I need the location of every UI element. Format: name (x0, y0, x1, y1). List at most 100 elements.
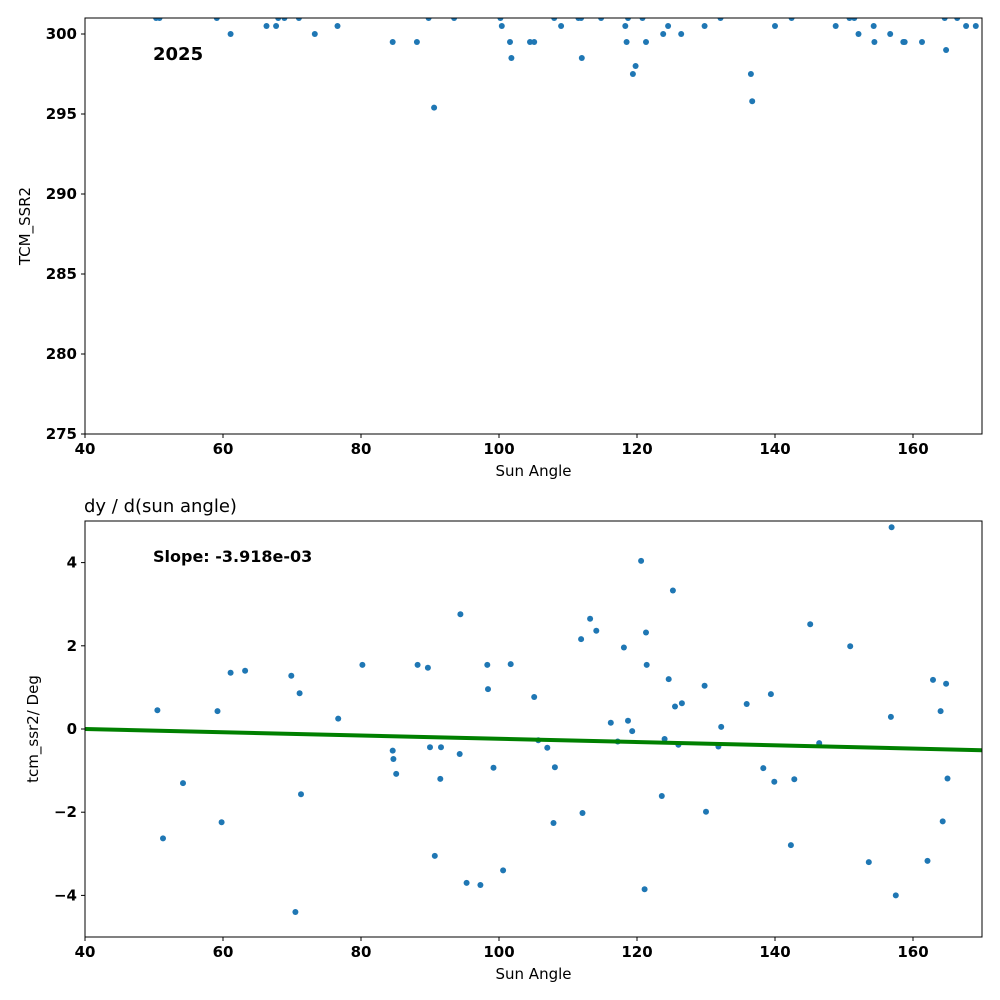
y-tick-label: 2 (67, 637, 77, 655)
data-point (593, 627, 600, 634)
data-point (463, 879, 470, 886)
data-point (389, 747, 396, 754)
data-point (156, 18, 163, 21)
fit-line (85, 727, 982, 753)
data-point (431, 852, 438, 859)
x-tick-label: 100 (483, 440, 514, 458)
data-point (180, 780, 186, 787)
x-tick-label: 60 (213, 440, 234, 458)
y-tick-label: 290 (46, 185, 77, 203)
data-point (658, 793, 665, 799)
plot-frame (84, 17, 983, 435)
x-tick-label: 160 (897, 440, 928, 458)
data-point (870, 23, 877, 29)
data-point (551, 764, 558, 771)
data-point (551, 18, 558, 21)
data-point (701, 682, 708, 689)
data-point (791, 776, 798, 783)
scatter-panel-top: 40 60 80 100 120 140 160 275 280 285 290 295 300 Su… (16, 17, 983, 480)
data-point (527, 39, 533, 45)
data-point (295, 18, 302, 21)
data-point (508, 55, 515, 61)
data-point (625, 18, 631, 21)
data-point (669, 587, 676, 594)
y-tick-label: 4 (67, 554, 77, 572)
data-point (579, 810, 586, 816)
data-point (701, 23, 708, 29)
data-point (425, 18, 432, 21)
x-axis-ticks: 40 60 80 100 120 140 160 (75, 434, 929, 458)
data-point (296, 690, 303, 697)
data-point (643, 629, 649, 636)
x-tick-label: 100 (483, 943, 514, 961)
data-point (288, 672, 295, 679)
data-point (558, 23, 565, 29)
data-point (578, 55, 585, 61)
data-point (639, 18, 646, 21)
data-point (497, 18, 504, 21)
data-point (847, 643, 854, 650)
data-point (629, 71, 636, 77)
x-tick-label: 160 (897, 943, 928, 961)
y-axis-ticks: −4 −2 0 2 4 (54, 554, 85, 904)
x-tick-label: 80 (351, 440, 372, 458)
y-tick-label: −4 (54, 886, 77, 904)
data-point (887, 31, 894, 37)
y-axis-label: TCM_SSR2 (16, 187, 35, 266)
x-tick-label: 80 (351, 943, 372, 961)
x-tick-label: 60 (213, 943, 234, 961)
data-point (972, 23, 979, 29)
data-point (413, 39, 420, 45)
scatter-panel-bottom: dy / d(sun angle) 40 60 80 100 120 140 160 −4−… (24, 496, 983, 983)
data-point (335, 715, 342, 722)
data-point (263, 23, 270, 29)
y-tick-label: 275 (46, 425, 77, 443)
data-point (930, 676, 936, 683)
data-point (632, 63, 639, 69)
data-point (457, 611, 464, 618)
x-tick-label: 140 (759, 943, 790, 961)
data-point (665, 23, 672, 29)
data-point (507, 661, 514, 668)
data-point (787, 842, 794, 849)
data-point (807, 621, 814, 628)
data-point (643, 39, 649, 45)
data-point (424, 664, 431, 671)
data-point (760, 765, 767, 772)
data-point (414, 661, 421, 668)
data-point (941, 18, 948, 21)
data-point (788, 18, 795, 21)
data-point (214, 708, 221, 715)
x-tick-label: 40 (75, 440, 96, 458)
y-axis-label: tcm_ssr2/ Deg (24, 675, 43, 783)
x-tick-label: 140 (759, 440, 790, 458)
data-point (578, 18, 585, 21)
data-point (623, 39, 630, 45)
data-point (334, 23, 341, 29)
data-point (311, 31, 318, 37)
data-point (661, 736, 668, 742)
data-point (390, 756, 397, 762)
data-point (703, 808, 709, 815)
data-point (672, 703, 678, 710)
y-tick-label: 295 (46, 105, 77, 123)
data-point (298, 791, 304, 798)
data-point (638, 557, 645, 564)
data-point (213, 18, 220, 21)
data-point (924, 857, 931, 864)
data-point (855, 31, 862, 37)
data-point (431, 104, 438, 111)
data-point (717, 18, 724, 21)
data-point (242, 667, 249, 674)
data-point (393, 770, 400, 777)
data-point (771, 778, 778, 785)
data-point (943, 680, 950, 687)
data-point (607, 719, 614, 726)
data-point (625, 717, 631, 724)
data-point (587, 615, 594, 622)
y-tick-label: 300 (46, 25, 77, 43)
data-point (939, 818, 946, 825)
data-point (218, 819, 225, 826)
data-point (767, 691, 774, 698)
data-point (160, 835, 166, 842)
